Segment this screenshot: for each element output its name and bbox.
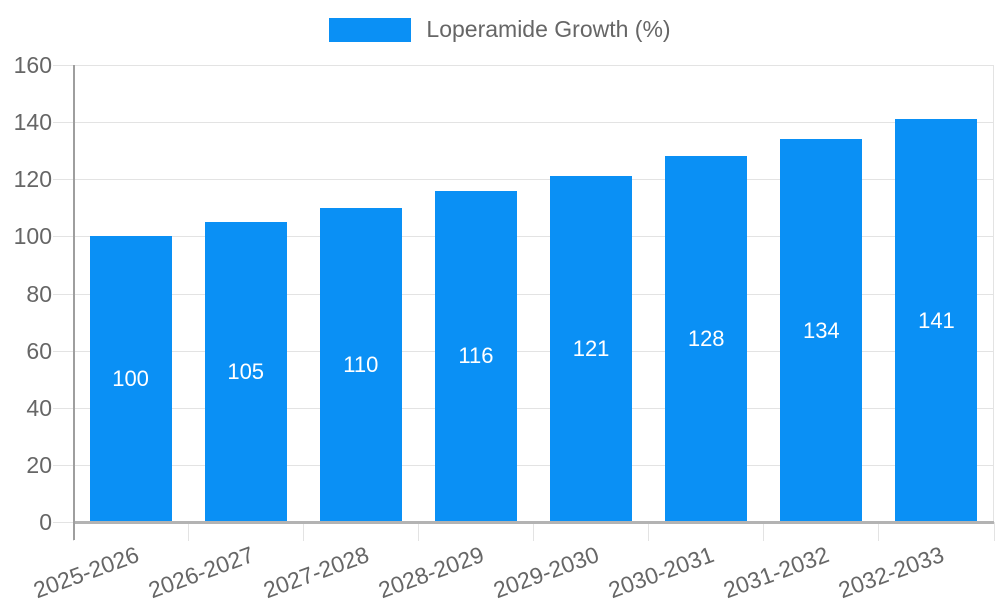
x-axis-tick — [302, 522, 304, 541]
bar: 105 — [204, 222, 287, 522]
bar-value-label: 134 — [802, 317, 840, 343]
x-tick-label: 2025-2026 — [29, 541, 142, 600]
legend-label: Loperamide Growth (%) — [426, 16, 671, 42]
gridline — [53, 350, 994, 352]
plot-right-border — [993, 65, 994, 522]
bar: 128 — [665, 156, 748, 522]
x-tick-label: 2030-2031 — [605, 541, 718, 600]
x-tick-label: 2028-2029 — [374, 541, 488, 600]
x-axis-tick — [763, 522, 765, 541]
y-tick-label: 20 — [26, 451, 52, 478]
bar: 134 — [780, 139, 863, 522]
gridline — [53, 122, 994, 124]
gridline — [53, 179, 994, 181]
y-tick-label: 160 — [13, 52, 52, 78]
x-tick-label: 2032-2033 — [835, 541, 948, 600]
x-axis-line — [73, 521, 994, 524]
gridline — [53, 65, 994, 66]
bar: 116 — [434, 190, 517, 522]
x-tick-label: 2027-2028 — [259, 541, 373, 600]
x-tick-label: 2029-2030 — [490, 541, 603, 600]
bar-value-label: 105 — [227, 359, 265, 385]
x-tick-label: 2031-2032 — [720, 541, 833, 600]
bar-value-label: 116 — [458, 343, 494, 369]
y-tick-label: 120 — [13, 166, 52, 193]
gridline — [53, 407, 994, 409]
legend-swatch — [329, 17, 412, 42]
y-tick-label: 100 — [13, 223, 52, 250]
gridline — [53, 293, 994, 295]
x-axis-tick — [993, 522, 995, 541]
gridline — [53, 236, 994, 238]
y-tick-label: 40 — [26, 394, 52, 421]
x-tick-label: 2026-2027 — [144, 541, 257, 600]
bar-value-label: 110 — [343, 351, 379, 377]
y-tick-label: 60 — [26, 337, 52, 364]
bar-value-label: 128 — [687, 326, 725, 352]
bar-value-label: 141 — [918, 307, 955, 333]
y-tick-label: 0 — [39, 509, 52, 535]
bar: 110 — [319, 207, 402, 522]
bar: 141 — [895, 119, 978, 522]
y-tick-label: 80 — [26, 280, 52, 307]
bar: 100 — [89, 236, 172, 522]
bar-value-label: 100 — [112, 366, 149, 392]
bar: 121 — [550, 176, 633, 522]
legend: Loperamide Growth (%) — [0, 16, 1000, 43]
y-tick-label: 140 — [13, 109, 52, 136]
x-axis-tick — [878, 522, 880, 541]
gridline — [53, 464, 994, 466]
y-axis-line — [73, 65, 75, 540]
x-axis-tick — [187, 522, 189, 541]
x-axis-tick — [533, 522, 534, 541]
x-axis-tick — [417, 522, 419, 541]
x-axis-tick — [648, 522, 650, 541]
bar-value-label: 121 — [572, 336, 610, 362]
